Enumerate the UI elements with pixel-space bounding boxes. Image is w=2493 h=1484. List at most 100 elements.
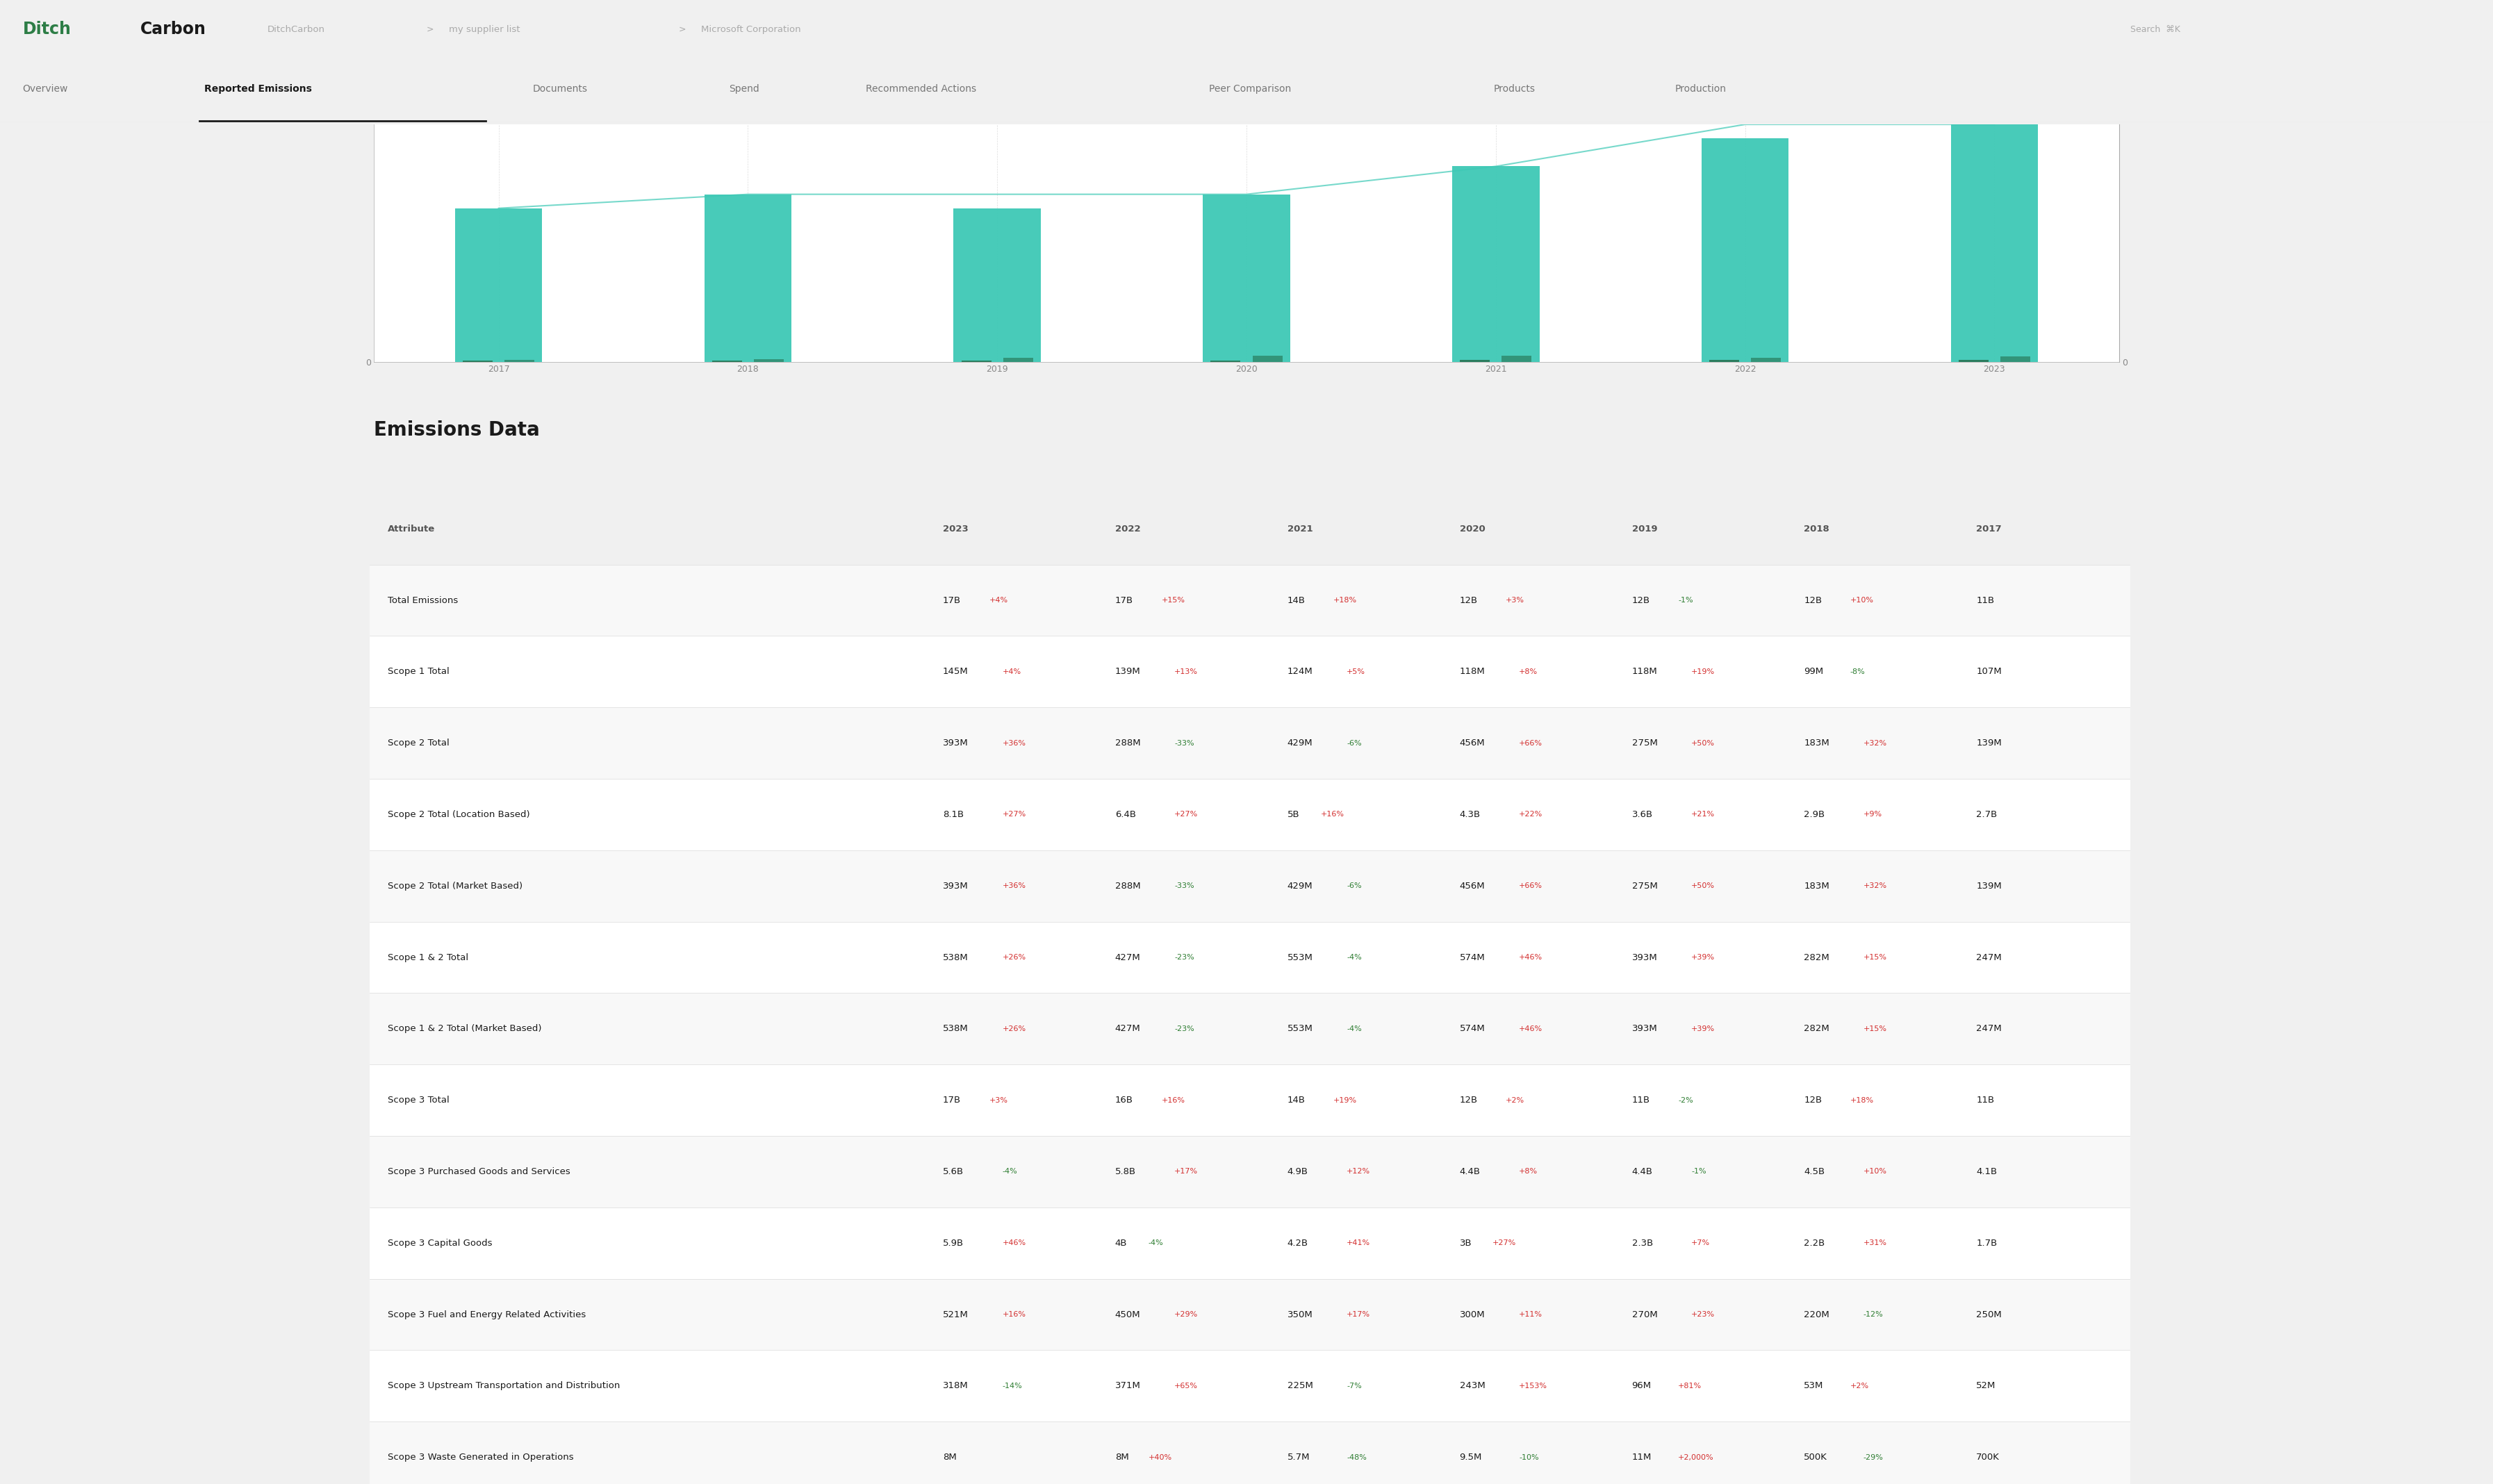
Bar [369, 564, 2132, 637]
Text: 6.4B: 6.4B [1114, 810, 1137, 819]
Text: 12B: 12B [1805, 595, 1822, 605]
Text: Scope 2 Total (Market Based): Scope 2 Total (Market Based) [386, 881, 524, 890]
Bar [1750, 358, 1780, 362]
Text: 429M: 429M [1286, 881, 1314, 890]
Text: +15%: +15% [1862, 1025, 1887, 1033]
Text: 4.3B: 4.3B [1458, 810, 1481, 819]
Bar [369, 993, 2132, 1064]
Text: 4.5B: 4.5B [1805, 1166, 1825, 1177]
Bar [962, 361, 992, 362]
Text: Carbon: Carbon [140, 21, 207, 37]
Text: Reported Emissions: Reported Emissions [204, 85, 312, 93]
Text: 99M: 99M [1805, 668, 1822, 677]
Text: Scope 1 & 2 Total: Scope 1 & 2 Total [386, 953, 469, 962]
Text: 243M: 243M [1458, 1382, 1486, 1391]
Text: +4%: +4% [1002, 668, 1022, 675]
Text: +5%: +5% [1346, 668, 1366, 675]
Text: Scope 3 Waste Generated in Operations: Scope 3 Waste Generated in Operations [386, 1453, 573, 1462]
Text: 4.2B: 4.2B [1286, 1239, 1309, 1248]
Text: 393M: 393M [1633, 953, 1658, 962]
Text: +13%: +13% [1174, 668, 1199, 675]
Text: 139M: 139M [1977, 881, 2002, 890]
Text: Peer Comparison: Peer Comparison [1209, 85, 1291, 93]
Text: 700K: 700K [1977, 1453, 1999, 1462]
Bar [1999, 356, 2029, 362]
Text: 429M: 429M [1286, 739, 1314, 748]
Text: +27%: +27% [1493, 1239, 1516, 1247]
Text: +11%: +11% [1518, 1310, 1543, 1318]
Text: 275M: 275M [1633, 739, 1658, 748]
Text: +8%: +8% [1518, 668, 1538, 675]
Text: 371M: 371M [1114, 1382, 1142, 1391]
Text: Search  ⌘K: Search ⌘K [2132, 25, 2181, 34]
Text: +50%: +50% [1690, 883, 1715, 889]
Text: +8%: +8% [1518, 1168, 1538, 1175]
Text: +23%: +23% [1690, 1310, 1715, 1318]
Text: 500K: 500K [1805, 1453, 1827, 1462]
Bar [369, 708, 2132, 779]
Text: +10%: +10% [1862, 1168, 1887, 1175]
Text: +32%: +32% [1862, 883, 1887, 889]
Text: -10%: -10% [1518, 1454, 1538, 1460]
Text: Overview: Overview [22, 85, 67, 93]
Text: 8M: 8M [1114, 1453, 1129, 1462]
Text: +41%: +41% [1346, 1239, 1371, 1247]
Text: +2%: +2% [1506, 1097, 1526, 1104]
Bar [1251, 356, 1281, 362]
Text: 11B: 11B [1977, 595, 1994, 605]
Text: 17B: 17B [942, 595, 960, 605]
Text: 16B: 16B [1114, 1095, 1134, 1104]
Text: +12%: +12% [1346, 1168, 1371, 1175]
Text: Scope 3 Total: Scope 3 Total [386, 1095, 449, 1104]
Text: +39%: +39% [1690, 1025, 1715, 1033]
Text: 5.8B: 5.8B [1114, 1166, 1137, 1177]
Text: 225M: 225M [1286, 1382, 1314, 1391]
Text: 12B: 12B [1458, 595, 1478, 605]
Text: 2.9B: 2.9B [1805, 810, 1825, 819]
Bar [369, 922, 2132, 993]
Text: 2018: 2018 [1805, 524, 1830, 533]
Text: +2,000%: +2,000% [1678, 1454, 1713, 1460]
Text: 220M: 220M [1805, 1310, 1830, 1319]
Text: Scope 1 & 2 Total (Market Based): Scope 1 & 2 Total (Market Based) [386, 1024, 541, 1033]
Text: 393M: 393M [942, 739, 967, 748]
Text: 12B: 12B [1458, 1095, 1478, 1104]
Text: Recommended Actions: Recommended Actions [865, 85, 977, 93]
Text: +10%: +10% [1850, 597, 1875, 604]
Text: 11B: 11B [1977, 1095, 1994, 1104]
Text: 538M: 538M [942, 1024, 967, 1033]
Text: Spend: Spend [728, 85, 758, 93]
Text: +21%: +21% [1690, 812, 1715, 818]
Text: 288M: 288M [1114, 881, 1139, 890]
Text: 288M: 288M [1114, 739, 1139, 748]
Text: +3%: +3% [1506, 597, 1526, 604]
Bar [1950, 125, 2037, 362]
Bar [1461, 361, 1491, 362]
Text: -1%: -1% [1678, 597, 1693, 604]
Text: 270M: 270M [1633, 1310, 1658, 1319]
Text: 5.7M: 5.7M [1286, 1453, 1309, 1462]
Text: -12%: -12% [1862, 1310, 1882, 1318]
Text: 183M: 183M [1805, 739, 1830, 748]
Text: +32%: +32% [1862, 739, 1887, 746]
Text: 52M: 52M [1977, 1382, 1997, 1391]
Bar [369, 1350, 2132, 1422]
Text: -6%: -6% [1346, 739, 1361, 746]
Text: 450M: 450M [1114, 1310, 1139, 1319]
Text: +81%: +81% [1678, 1383, 1703, 1389]
Text: 12B: 12B [1805, 1095, 1822, 1104]
Text: 521M: 521M [942, 1310, 967, 1319]
Text: +153%: +153% [1518, 1383, 1548, 1389]
Text: +50%: +50% [1690, 739, 1715, 746]
Text: +19%: +19% [1690, 668, 1715, 675]
Text: Emissions Data: Emissions Data [374, 420, 541, 439]
Text: Scope 3 Capital Goods: Scope 3 Capital Goods [386, 1239, 491, 1248]
Bar [1710, 361, 1740, 362]
Text: +15%: +15% [1862, 954, 1887, 960]
Text: 2019: 2019 [1633, 524, 1658, 533]
Text: -2%: -2% [1678, 1097, 1693, 1104]
Text: 393M: 393M [1633, 1024, 1658, 1033]
Bar [1451, 166, 1538, 362]
Text: 247M: 247M [1977, 1024, 2002, 1033]
Text: 4.1B: 4.1B [1977, 1166, 1997, 1177]
